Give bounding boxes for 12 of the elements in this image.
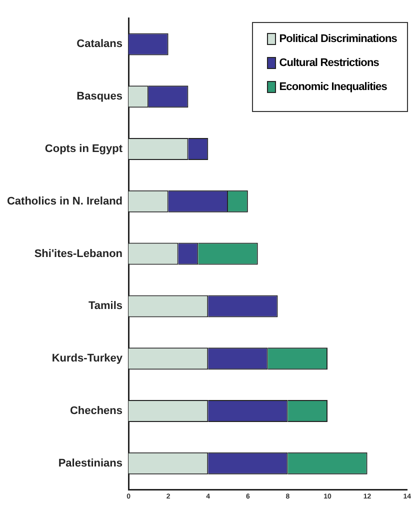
y-tick-label: Catholics in N. Ireland <box>6 195 123 208</box>
y-tick-label: Palestinians <box>58 457 123 470</box>
y-tick-label: Tamils <box>88 300 123 312</box>
y-tick-label: Kurds-Turkey <box>52 352 124 365</box>
legend-label: Economic Inequalities <box>279 81 387 93</box>
y-tick-label: Shi'ites-Lebanon <box>34 248 123 260</box>
y-tick-label: Catalans <box>76 38 123 50</box>
y-tick-label: Chechens <box>70 405 123 418</box>
y-tick-label: Copts in Egypt <box>44 143 123 156</box>
legend-label: Cultural Restrictions <box>279 57 380 69</box>
y-tick-label: Basques <box>76 90 123 103</box>
legend-label: Political Discriminations <box>279 33 397 45</box>
